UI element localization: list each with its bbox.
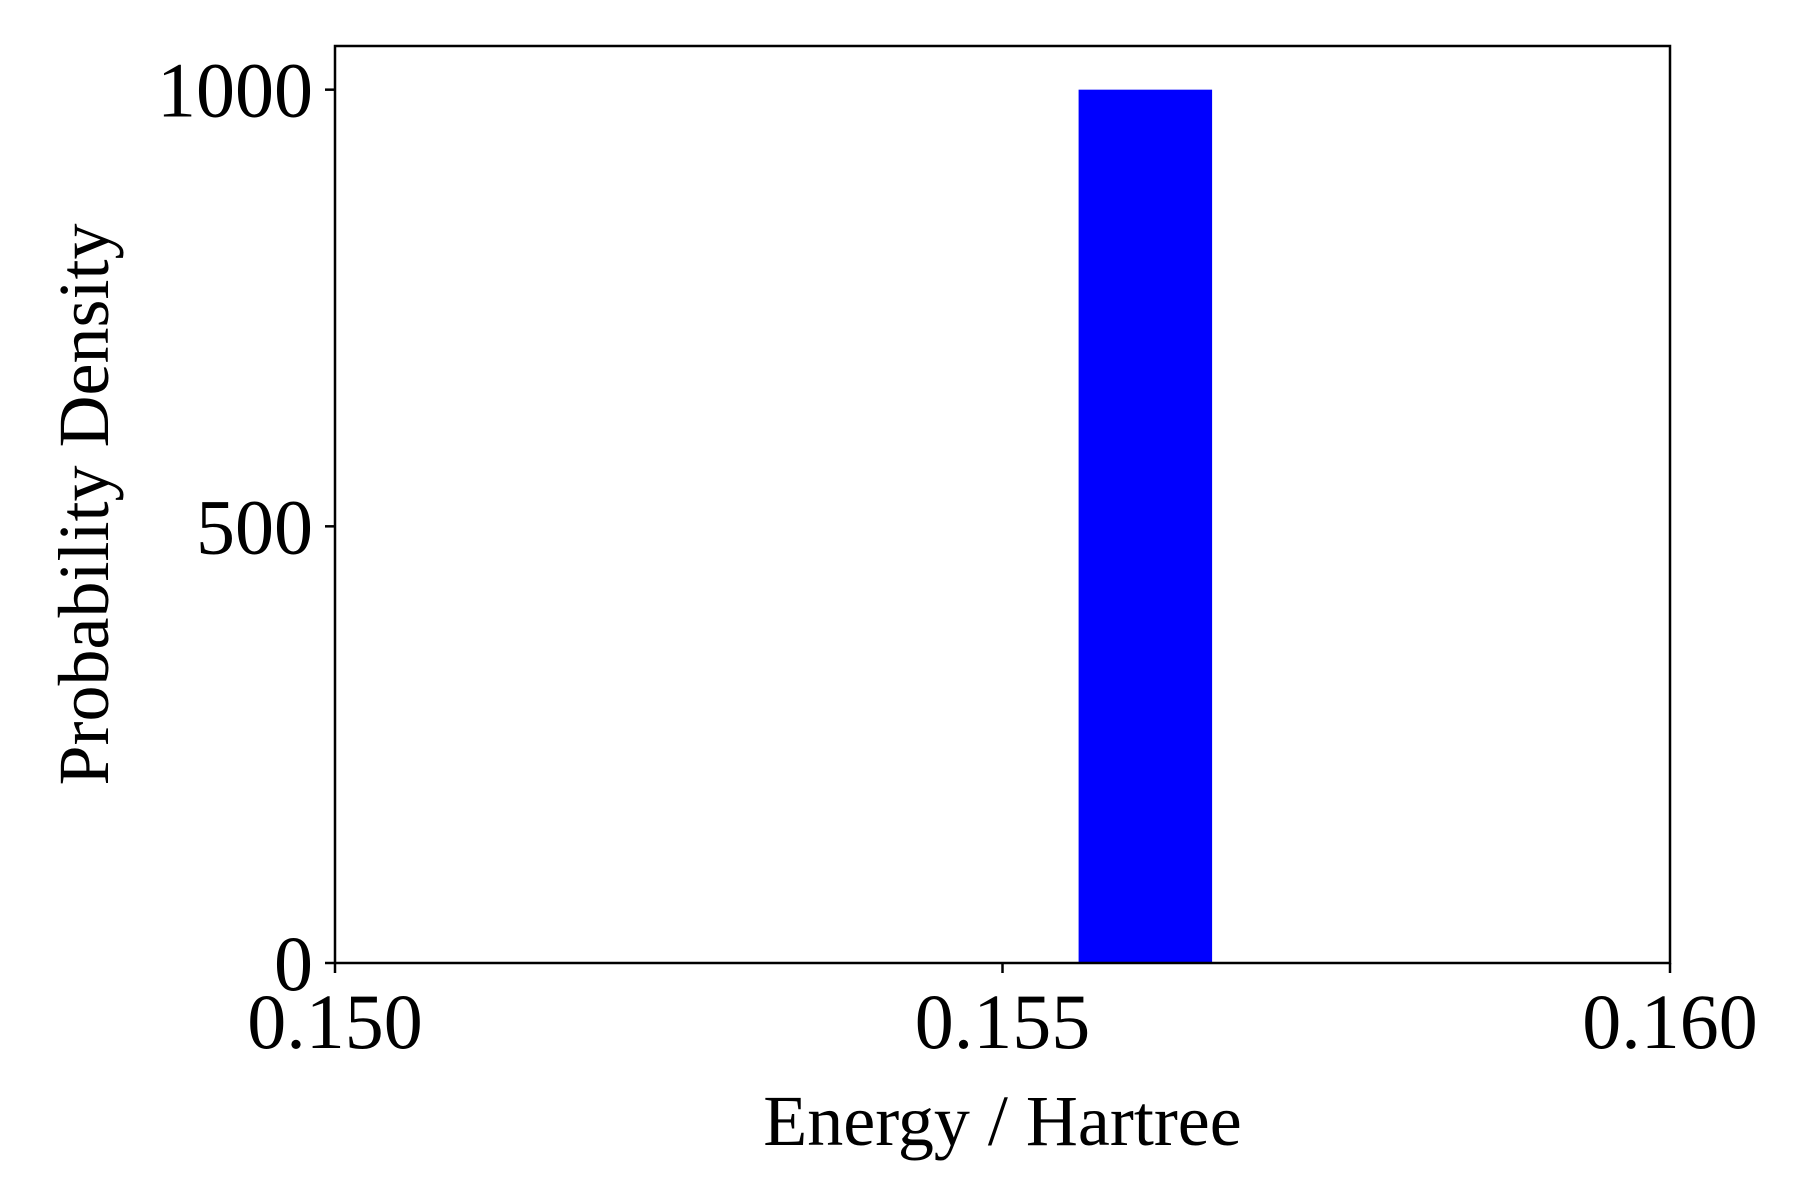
x-tick-label-0: 0.150 [247,978,423,1065]
y-axis-label: Probability Density [44,224,124,786]
x-axis-label: Energy / Hartree [763,1081,1241,1161]
x-tick-label-2: 0.160 [1582,978,1758,1065]
y-tick-label-0: 0 [274,920,313,1007]
x-tick-label-1: 0.155 [915,978,1091,1065]
bars-layer [1078,89,1213,963]
y-tick-label-2: 1000 [157,47,313,134]
histogram-bar-0 [1078,89,1213,963]
ticks-layer: 0.150 0.155 0.160 0 500 1000 [157,47,1758,1065]
y-tick-label-1: 500 [196,483,313,570]
